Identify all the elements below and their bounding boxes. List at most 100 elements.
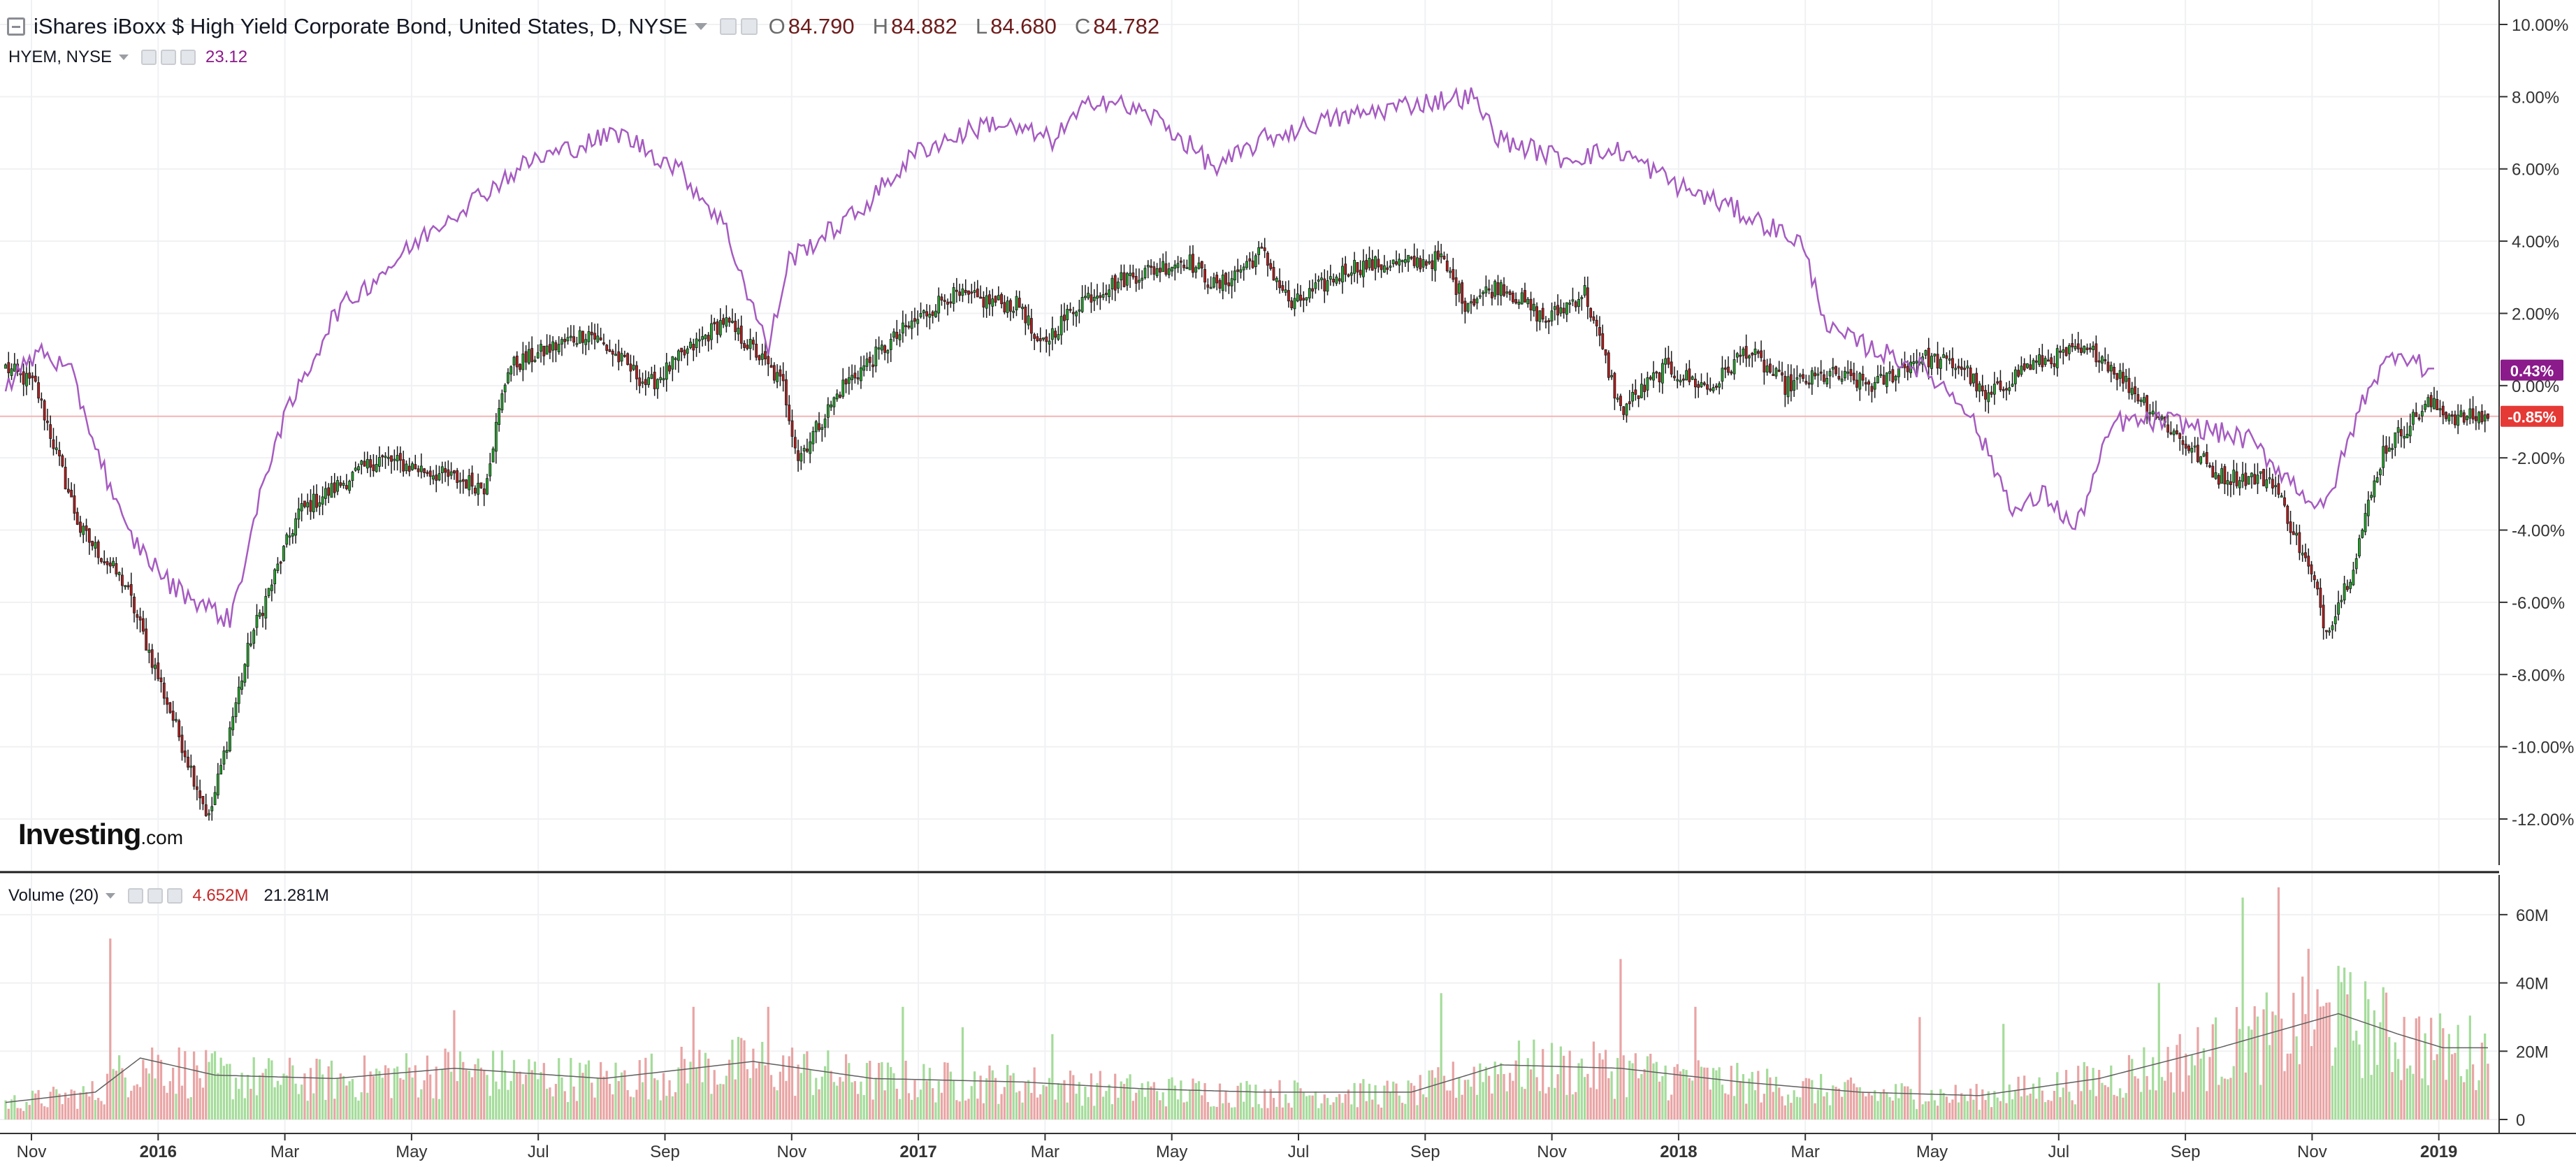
volume-bar [848, 1063, 851, 1119]
volume-bar [64, 1092, 67, 1119]
ohlc-close-label: C [1074, 14, 1091, 38]
volume-bar [1407, 1080, 1410, 1119]
candle-body [2127, 377, 2131, 393]
candle-body [1155, 268, 1159, 277]
volume-bar [423, 1080, 426, 1119]
volume-bar [2394, 1042, 2396, 1119]
candle-body [2034, 361, 2038, 363]
candle-body [2412, 412, 2415, 425]
volume-bar [1224, 1091, 1227, 1119]
candle-body [2187, 445, 2190, 451]
candle-body [802, 448, 806, 451]
candle-body [811, 431, 815, 444]
candle-body [769, 365, 773, 368]
volume-bar [172, 1067, 175, 1119]
volume-bar [516, 1072, 519, 1119]
visibility-icon[interactable] [128, 888, 144, 904]
candle-body [447, 469, 450, 477]
volume-bar [1930, 1089, 1933, 1119]
volume-bar [2316, 989, 2319, 1119]
volume-bar [441, 1068, 444, 1119]
volume-bar [1176, 1099, 1180, 1119]
compare-symbol[interactable]: HYEM, NYSE [8, 48, 113, 66]
candle-body [1520, 292, 1524, 305]
candle-body [1649, 377, 1652, 379]
price-badge-label: 0.43% [2510, 363, 2554, 380]
volume-bar [542, 1063, 545, 1119]
volume-bar [1347, 1089, 1350, 1119]
volume-bar [387, 1068, 390, 1119]
volume-title[interactable]: Volume (20) [8, 886, 99, 905]
volume-bar [932, 1088, 934, 1119]
candle-body [776, 372, 779, 382]
volume-bar [261, 1073, 264, 1119]
volume-tick-label: 20M [2516, 1043, 2549, 1061]
volume-bar [94, 1100, 96, 1119]
visibility-icon[interactable] [719, 18, 737, 35]
candle-body [814, 421, 818, 433]
candle-body [1559, 307, 1563, 314]
candle-body [545, 345, 549, 355]
volume-bar [483, 1069, 486, 1119]
candle-body [2232, 470, 2236, 483]
volume-bar [1012, 1073, 1015, 1119]
volume-bar [2322, 1006, 2325, 1119]
volume-bar [620, 1072, 623, 1119]
candle-body [1837, 376, 1841, 379]
chevron-down-icon[interactable] [106, 893, 116, 899]
chevron-down-icon[interactable] [694, 23, 707, 30]
volume-bar [1715, 1070, 1718, 1119]
volume-bar [958, 1101, 961, 1119]
candle-body [1452, 269, 1455, 280]
candle-body [997, 295, 1000, 300]
volume-bar [2295, 1036, 2298, 1119]
candle-body [2211, 465, 2215, 478]
visibility-icon[interactable] [141, 50, 157, 65]
volume-bar [1886, 1092, 1888, 1119]
volume-bar [579, 1062, 581, 1119]
candle-body [2169, 432, 2173, 435]
volume-bar [1858, 1087, 1861, 1119]
volume-bar [898, 1099, 902, 1119]
candle-body [243, 664, 247, 683]
candle-body [219, 764, 223, 775]
settings-icon[interactable] [161, 50, 177, 65]
candle-body [1514, 299, 1518, 304]
volume-bar [1793, 1090, 1795, 1119]
volume-bar [1745, 1103, 1748, 1119]
volume-bar [911, 1099, 913, 1119]
candle-body [1197, 262, 1201, 269]
volume-bar [1006, 1064, 1009, 1119]
candle-body [2229, 481, 2232, 485]
volume-bar [1173, 1085, 1176, 1119]
volume-bar [1162, 1092, 1164, 1119]
candle-body [913, 318, 916, 322]
collapse-icon[interactable] [7, 17, 25, 36]
volume-bar [348, 1081, 351, 1119]
volume-bar [509, 1081, 512, 1119]
candle-body [411, 463, 414, 470]
volume-bar [1192, 1078, 1194, 1119]
close-icon[interactable] [167, 888, 183, 904]
candle-body [75, 512, 79, 525]
candle-body [620, 353, 623, 362]
candle-body [2289, 521, 2292, 533]
settings-icon[interactable] [740, 18, 758, 35]
settings-icon[interactable] [147, 888, 164, 904]
candle-body [1795, 377, 1799, 380]
candle-body [2005, 388, 2008, 391]
volume-bar [1832, 1085, 1835, 1119]
volume-bar [1556, 1074, 1559, 1119]
candle-body [154, 665, 157, 669]
candle-body [112, 560, 115, 567]
volume-bar [1147, 1081, 1150, 1119]
volume-bar [662, 1073, 665, 1119]
candle-body [2286, 505, 2289, 524]
volume-bar [737, 1036, 740, 1119]
volume-bar [1383, 1085, 1386, 1119]
chevron-down-icon[interactable] [119, 55, 129, 60]
symbol-title[interactable]: iShares iBoxx $ High Yield Corporate Bon… [34, 14, 688, 38]
volume-bar [1505, 1091, 1508, 1119]
close-icon[interactable] [180, 50, 196, 65]
candle-body [1080, 297, 1084, 312]
